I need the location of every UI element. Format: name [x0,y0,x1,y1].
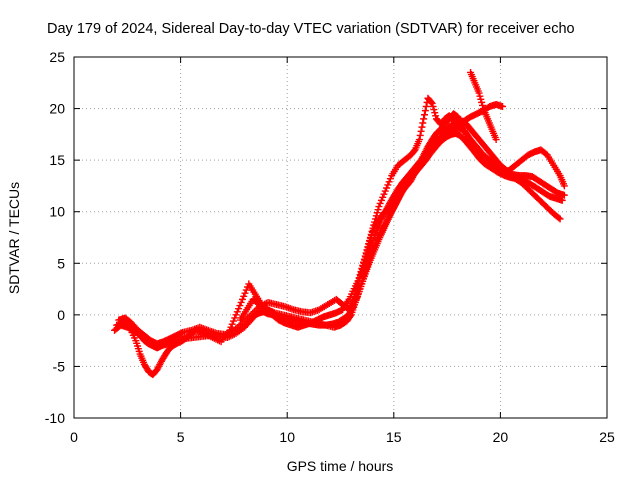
x-tick-label: 15 [386,429,402,445]
data-point [381,187,389,195]
series-track-d [337,110,568,329]
data-point [475,89,483,97]
data-point [376,199,384,207]
data-point [359,267,367,275]
x-tick-label: 20 [493,429,509,445]
x-tick-label: 10 [279,429,295,445]
y-axis: -10 -5 0 5 10 15 20 25 [45,49,607,426]
data-point [229,317,237,325]
data-point [416,131,424,139]
data-point [417,127,425,135]
data-point [365,251,373,259]
data-point [377,196,385,204]
data-point [558,196,566,204]
data-point [242,286,250,294]
y-tick-label: 25 [49,49,65,65]
data-markers [111,68,568,379]
data-point [432,112,440,120]
data-point [379,193,387,201]
data-point [384,181,392,189]
data-point [556,215,564,223]
data-point [385,178,393,186]
chart-title: Day 179 of 2024, Sidereal Day-to-day VTE… [47,21,575,37]
y-tick-label: 20 [49,101,65,117]
series-track-e [236,117,568,331]
data-point [477,95,485,103]
data-point [233,308,241,316]
plot-border [73,56,608,419]
data-point [368,242,376,250]
data-point [238,295,246,303]
data-point [560,191,568,199]
plot-frame [73,56,608,419]
data-point [237,298,245,306]
data-point [421,107,429,115]
grid [74,57,607,418]
data-point [124,322,132,330]
data-point [492,136,500,144]
data-point [348,303,356,311]
data-point [383,184,391,192]
data-point [476,92,484,100]
y-tick-label: 0 [57,307,65,323]
y-tick-label: 5 [57,255,65,271]
data-point [422,103,430,111]
data-point [386,175,394,183]
data-point [349,300,357,308]
data-point [228,320,236,328]
x-tick-label: 25 [599,429,615,445]
data-point [236,302,244,310]
data-point [240,292,248,300]
data-point [478,98,486,106]
data-point [358,270,366,278]
data-point [366,248,374,256]
y-tick-label: -10 [45,410,65,426]
x-tick-label: 5 [177,429,185,445]
data-point [421,111,429,119]
data-point [419,119,427,127]
data-point [478,101,486,109]
data-point [350,296,358,304]
data-point [235,305,243,313]
data-point [232,311,240,319]
data-point [241,289,249,297]
data-point [415,136,423,144]
data-point [373,209,381,217]
y-tick-label: -5 [53,358,66,374]
x-axis: 0 5 10 15 20 25 [70,57,615,445]
data-point [429,103,437,111]
data-point [431,109,439,117]
data-point [367,245,375,253]
y-tick-label: 15 [49,152,65,168]
data-point [374,206,382,214]
data-point [560,182,568,190]
y-tick-label: 10 [49,204,65,220]
data-point [427,98,435,106]
data-point [364,254,372,262]
x-tick-label: 0 [70,429,78,445]
data-point [418,123,426,131]
data-point [360,263,368,271]
data-point [362,260,370,268]
data-point [231,314,239,322]
y-axis-label: SDTVAR / TECUs [6,182,22,294]
data-point [363,257,371,265]
data-point [555,214,563,222]
data-point [347,306,355,314]
series-track-f [467,68,500,144]
data-point [430,106,438,114]
data-point [420,115,428,123]
data-point [499,103,507,111]
data-point [375,203,383,211]
data-point [428,99,436,107]
data-point [380,190,388,198]
x-axis-label: GPS time / hours [287,458,394,474]
